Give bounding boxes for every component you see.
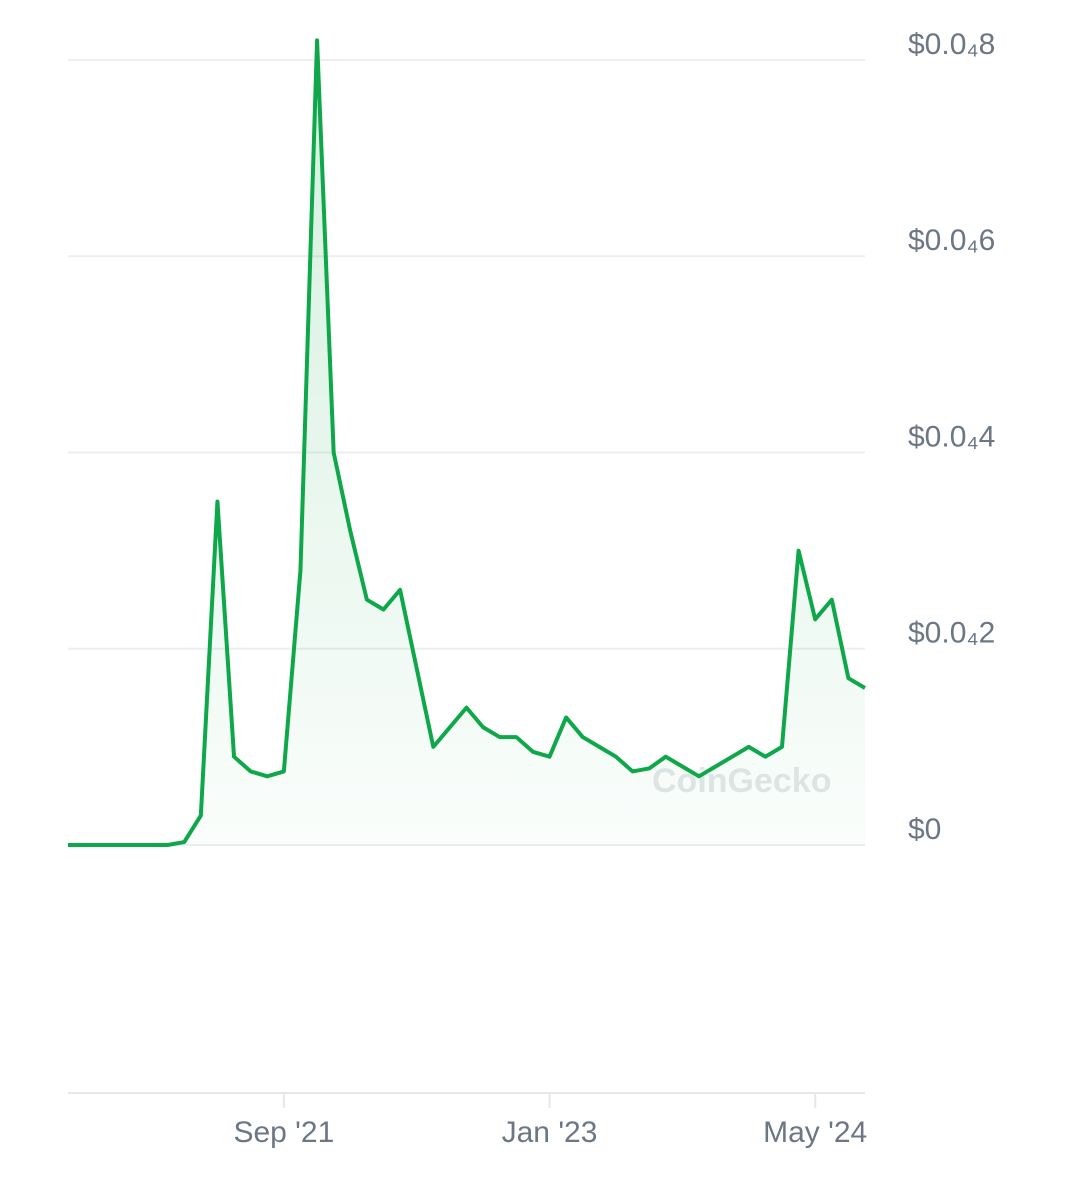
price-line xyxy=(68,38,867,847)
y-tick-label: $0 xyxy=(908,813,941,846)
y-tick-label: $0.0₄4 xyxy=(908,420,995,453)
x-tick-label: Jan '23 xyxy=(502,1116,598,1149)
y-tick-label: $0.0₄6 xyxy=(908,224,995,257)
y-tick-label: $0.0₄2 xyxy=(908,617,995,650)
x-tick-label: Sep '21 xyxy=(233,1116,334,1149)
x-tick-label: May '24 xyxy=(763,1116,867,1149)
y-tick-label: $0.0₄8 xyxy=(908,28,995,61)
price-area xyxy=(68,40,865,845)
